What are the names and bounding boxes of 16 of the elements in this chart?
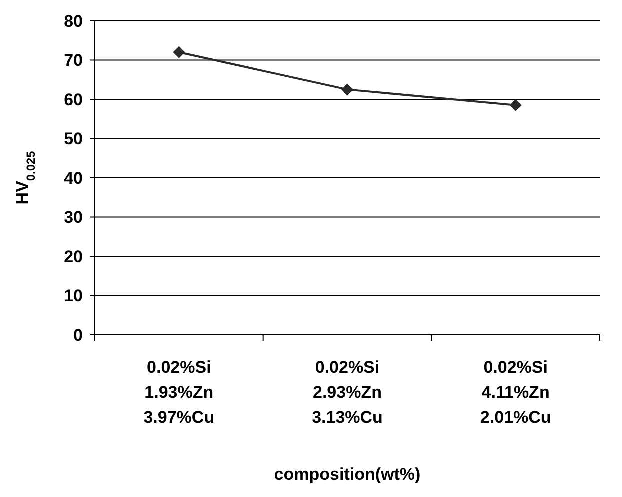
y-tick-label: 40 [64,168,83,188]
y-tick-label: 60 [64,90,83,110]
point [173,46,186,58]
y-tick-label: 0 [74,326,83,345]
y-tick-label: 50 [64,130,83,149]
point [510,99,522,112]
x-tick-label: 0.02%Si 2.93%Zn 3.13%Cu [312,358,383,427]
x-tick-label: 0.02%Si 1.93%Zn 3.97%Cu [144,358,215,427]
y-tick-label: 10 [64,286,83,306]
y-tick-label: 30 [64,208,83,228]
y-tick-label: 80 [64,12,83,31]
point [342,84,354,96]
x-tick-label: 0.02%Si 4.11%Zn 2.01%Cu [480,358,552,427]
y-tick-label: 20 [64,247,83,266]
y-tick-label: 70 [64,51,83,70]
x-axis-title: composition(wt%) [274,465,421,484]
